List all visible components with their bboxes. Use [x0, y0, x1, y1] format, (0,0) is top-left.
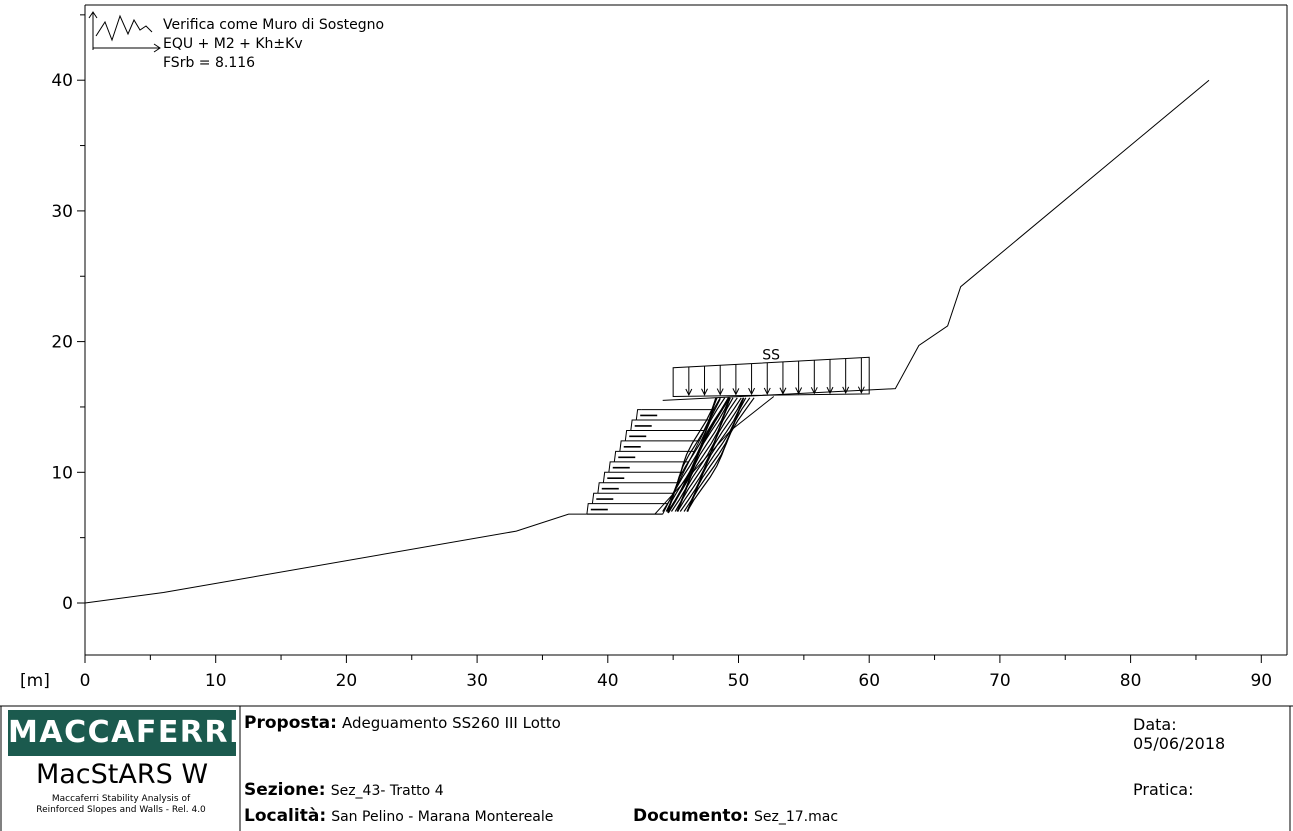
x-tick-label: 0 — [80, 671, 91, 691]
pratica-field: Pratica: — [1133, 780, 1193, 799]
data-value: 05/06/2018 — [1133, 734, 1226, 753]
localita-label: Località: — [244, 806, 327, 826]
upper-profile — [662, 79, 1210, 401]
data-label: Data: — [1133, 715, 1177, 734]
critical-slip-surface — [667, 397, 730, 514]
unit-label: [m] — [20, 671, 50, 691]
facing-unit — [591, 492, 598, 504]
proposta-field: Proposta: Adeguamento SS260 III Lotto — [244, 713, 561, 733]
facing-unit — [630, 419, 637, 431]
sezione-value: Sez_43- Tratto 4 — [330, 783, 444, 799]
x-tick-label: 50 — [728, 671, 750, 691]
x-tick-label: 60 — [858, 671, 880, 691]
surcharge-arrowhead — [795, 387, 803, 395]
facing-unit — [586, 503, 593, 515]
localita-field: Località: San Pelino - Marana Montereale — [244, 806, 553, 826]
product-subtitle: Maccaferri Stability Analysis of Reinfor… — [0, 794, 242, 816]
reinforcement-layers — [586, 409, 715, 515]
facing-unit — [635, 409, 642, 421]
surcharge-arrowhead — [685, 388, 693, 397]
y-tick-label: 20 — [51, 333, 73, 353]
pratica-label: Pratica: — [1133, 780, 1194, 799]
y-tick-label: 0 — [62, 594, 73, 614]
surcharge-arrowhead — [748, 387, 756, 396]
slip-surface — [686, 397, 755, 512]
proposta-label: Proposta: — [244, 713, 337, 733]
y-tick-label: 40 — [51, 71, 73, 91]
surcharge-arrowhead — [701, 388, 708, 396]
product-subtitle-line1: Maccaferri Stability Analysis of — [51, 794, 191, 804]
localita-value: San Pelino - Marana Montereale — [331, 809, 554, 825]
x-tick-label: 10 — [205, 671, 227, 691]
surcharge-arrowhead — [716, 388, 724, 396]
surcharge-arrowhead — [857, 386, 865, 394]
facing-unit — [597, 482, 604, 494]
ground-profile — [84, 513, 587, 604]
slip-surfaces — [662, 397, 755, 514]
proposta-value: Adeguamento SS260 III Lotto — [341, 714, 561, 732]
surcharge-arrowhead — [842, 386, 850, 395]
x-tick-label: 90 — [1250, 671, 1272, 691]
data-field: Data: 05/06/2018 — [1133, 715, 1225, 753]
sezione-field: Sezione: Sez_43- Tratto 4 — [244, 780, 444, 800]
section-geometry — [84, 79, 1210, 604]
product-name: MacStARS W — [35, 759, 209, 790]
surcharge-arrowhead — [763, 387, 771, 396]
surcharge-label: SS — [762, 347, 780, 363]
legend-combination: EQU + M2 + Kh±Kv — [163, 36, 303, 52]
slip-surface — [677, 397, 734, 512]
x-tick-label: 80 — [1120, 671, 1142, 691]
legend: Verifica come Muro di Sostegno EQU + M2 … — [88, 11, 384, 71]
facing-unit — [608, 461, 615, 473]
axis-tick-labels: 0 10 20 30 40 50 60 70 80 90 0 10 20 30 40 — [51, 71, 1272, 691]
seismic-icon — [88, 11, 161, 53]
surcharge-arrowhead — [826, 386, 834, 395]
documento-field: Documento: Sez_17.mac — [633, 806, 838, 826]
surcharge-load — [672, 356, 870, 398]
x-tick-label: 70 — [989, 671, 1011, 691]
sezione-label: Sezione: — [244, 780, 326, 800]
x-tick-label: 40 — [597, 671, 619, 691]
product-subtitle-line2: Reinforced Slopes and Walls - Rel. 4.0 — [36, 805, 206, 815]
facing-unit — [624, 429, 631, 441]
surcharge-arrowhead — [810, 387, 818, 395]
facing-unit — [602, 471, 609, 483]
y-tick-label: 30 — [51, 202, 73, 222]
x-tick-label: 30 — [466, 671, 488, 691]
legend-safety-factor: FSrb = 8.116 — [163, 55, 255, 71]
axis-ticks — [77, 14, 1262, 663]
surcharge-outline — [672, 356, 870, 398]
legend-title: Verifica come Muro di Sostegno — [163, 17, 384, 33]
surcharge-arrowhead — [779, 387, 787, 395]
documento-label: Documento: — [633, 806, 749, 826]
facing-unit — [619, 440, 626, 452]
x-tick-label: 20 — [336, 671, 358, 691]
slip-surface — [666, 397, 726, 512]
surcharge-arrowhead — [732, 388, 740, 396]
facing-unit — [613, 450, 620, 462]
slip-surface — [687, 397, 747, 512]
slip-surface — [679, 397, 744, 512]
documento-value: Sez_17.mac — [754, 809, 839, 825]
y-tick-label: 10 — [51, 463, 73, 483]
brand-logo: MACCAFERRI — [8, 710, 240, 756]
